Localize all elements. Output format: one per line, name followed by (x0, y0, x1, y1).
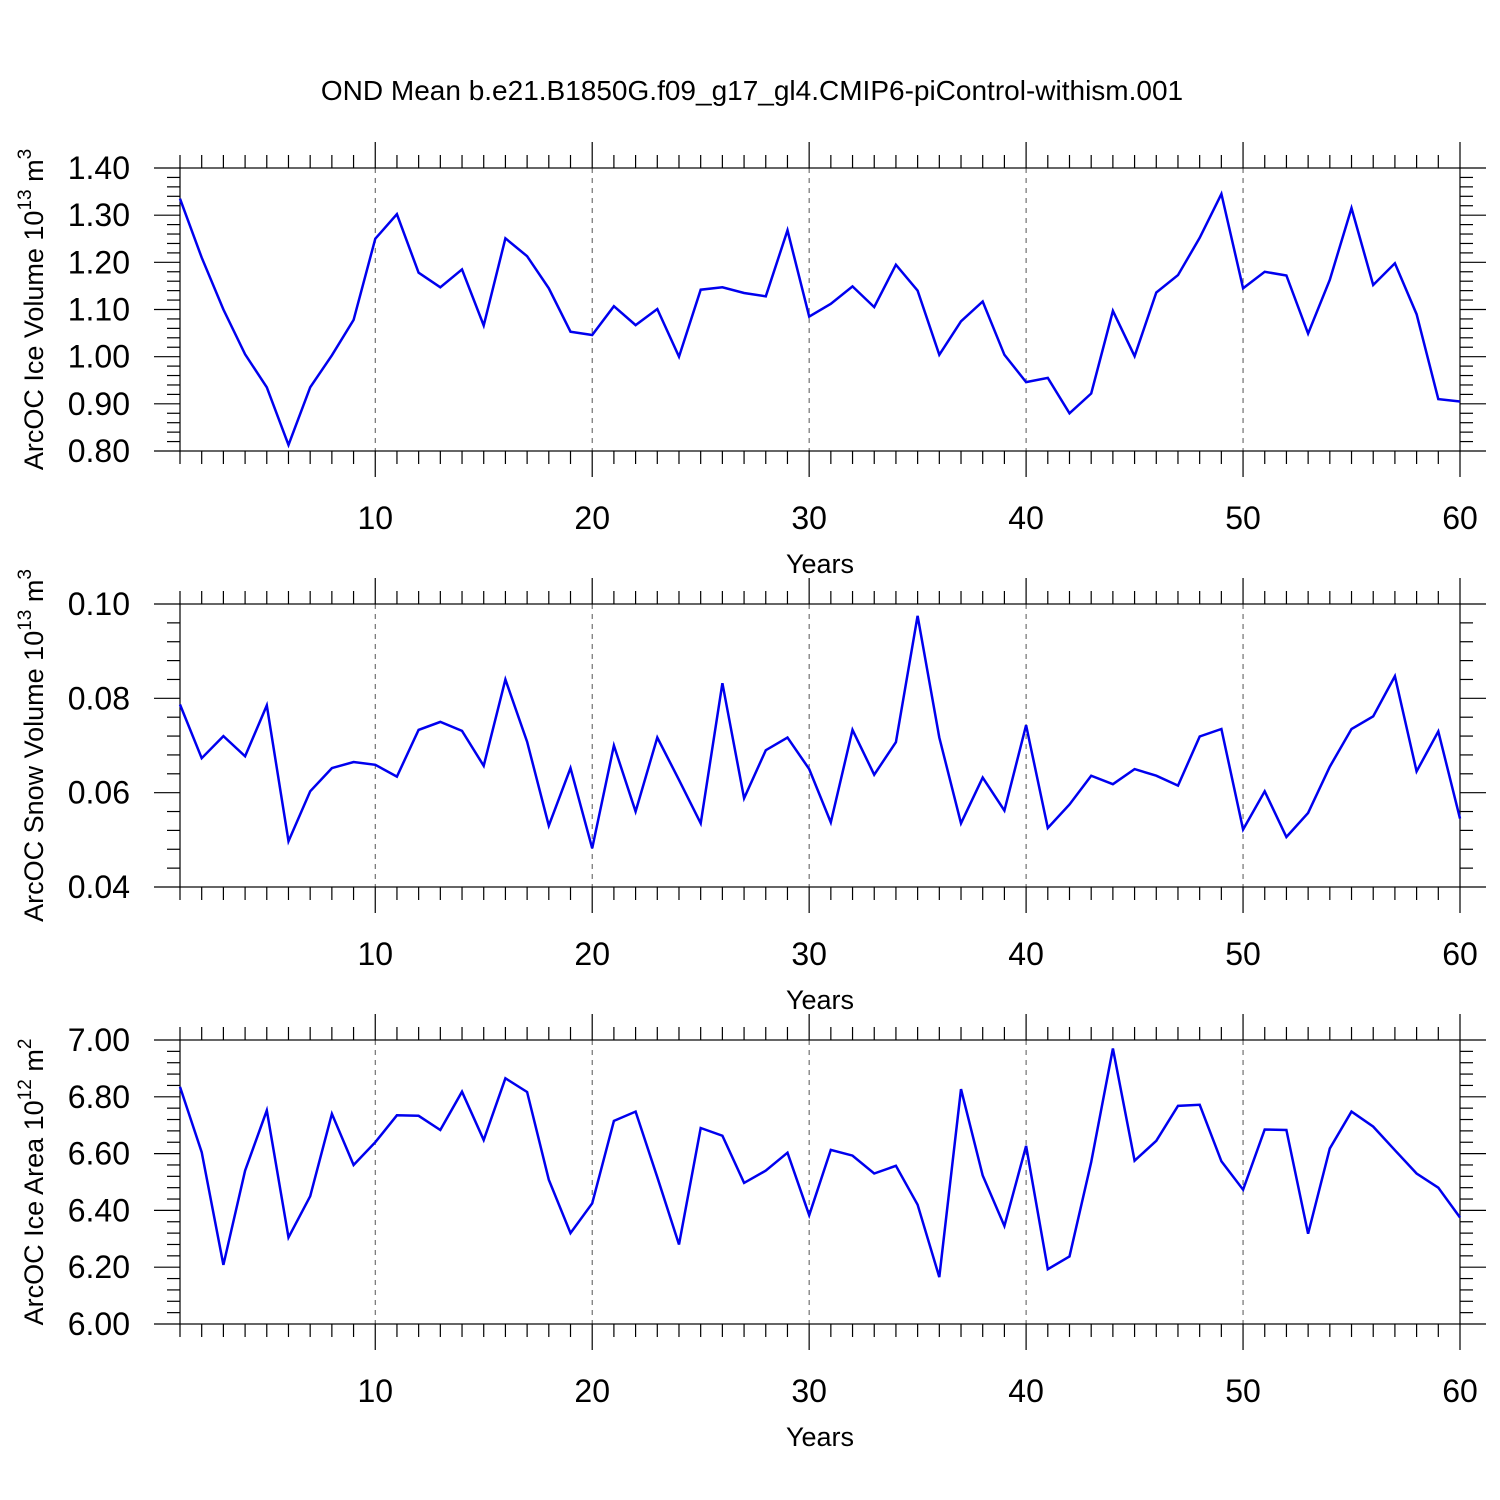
x-tick-label: 60 (1442, 500, 1478, 536)
y-tick-label: 1.20 (68, 244, 130, 280)
y-tick-label: 1.10 (68, 292, 130, 328)
x-tick-label: 30 (791, 1373, 827, 1409)
x-tick-label: 10 (357, 1373, 393, 1409)
y-tick-label: 1.00 (68, 339, 130, 375)
y-tick-label: 6.20 (68, 1249, 130, 1285)
y-tick-label: 6.60 (68, 1136, 130, 1172)
panel-ice-volume: 0.80 0.90 1.00 1.10 1.20 1.30 1.40 10 20 30 40 50 60… (15, 142, 1486, 579)
x-tick-label: 20 (574, 936, 610, 972)
x-tick-label: 10 (357, 936, 393, 972)
series-line-ice-volume (178, 190, 1461, 449)
x-axis-title: Years (786, 985, 854, 1015)
y-tick-label: 7.00 (68, 1022, 130, 1058)
y-tick-label: 6.00 (68, 1306, 130, 1342)
y-tick-label: 0.04 (68, 869, 130, 905)
x-tick-label: 20 (574, 500, 610, 536)
x-tick-label: 30 (791, 936, 827, 972)
x-tick-label: 50 (1225, 936, 1261, 972)
y-tick-label: 1.40 (68, 150, 130, 186)
x-tick-label: 20 (574, 1373, 610, 1409)
x-tick-label: 40 (1008, 936, 1044, 972)
plot-frame (179, 1039, 1461, 1325)
x-tick-label: 60 (1442, 936, 1478, 972)
y-tick-label: 0.90 (68, 386, 130, 422)
x-axis-title: Years (786, 1422, 854, 1452)
y-tick-label: 6.40 (68, 1192, 130, 1228)
y-tick-label: 0.06 (68, 775, 130, 811)
y-tick-label: 6.80 (68, 1079, 130, 1115)
y-tick-label: 0.80 (68, 433, 130, 469)
panel-snow-volume: 0.04 0.06 0.08 0.10 10 20 30 40 50 60 Years ArcOC S… (15, 569, 1486, 1015)
x-tick-label: 10 (357, 500, 393, 536)
x-tick-label: 50 (1225, 500, 1261, 536)
panel-ice-area: 6.00 6.20 6.40 6.60 6.80 7.00 10 20 30 40 50 60 Year… (15, 1014, 1486, 1452)
y-axis-title: ArcOC Ice Volume 1013 m3 (15, 149, 49, 470)
x-tick-label: 40 (1008, 1373, 1044, 1409)
x-tick-label: 60 (1442, 1373, 1478, 1409)
y-tick-label: 0.10 (68, 586, 130, 622)
series-line-ice-area (178, 1048, 1462, 1278)
series-line-snow-volume (178, 615, 1462, 849)
y-tick-label: 0.08 (68, 680, 130, 716)
y-axis-title: ArcOC Snow Volume 1013 m3 (15, 569, 49, 922)
figure-title: OND Mean b.e21.B1850G.f09_g17_gl4.CMIP6-… (321, 75, 1183, 106)
x-tick-label: 40 (1008, 500, 1044, 536)
y-tick-label: 1.30 (68, 197, 130, 233)
plot-frame (179, 603, 1461, 888)
x-axis-title: Years (786, 549, 854, 579)
x-tick-label: 30 (791, 500, 827, 536)
y-axis-title: ArcOC Ice Area 1012 m2 (15, 1039, 49, 1326)
x-tick-label: 50 (1225, 1373, 1261, 1409)
